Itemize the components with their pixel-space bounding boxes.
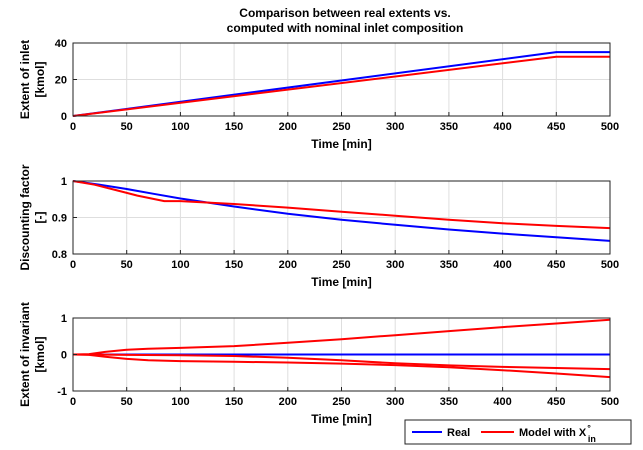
y-tick-label: 20 (55, 75, 67, 87)
y-axis-label-line-2: [kmol] (33, 336, 47, 372)
legend: Real Model with X° in (404, 419, 632, 445)
x-tick-label: 250 (332, 259, 350, 271)
series-line (72, 353, 611, 379)
x-tick-label: 400 (493, 396, 511, 408)
y-tick-label: 0 (61, 350, 67, 362)
y-tick-label: -1 (57, 386, 67, 398)
x-tick-label: 450 (547, 396, 565, 408)
x-tick-label: 300 (386, 396, 404, 408)
y-tick-label: 0.8 (52, 249, 67, 261)
x-tick-label: 350 (440, 121, 458, 133)
legend-real-label: Real (447, 427, 470, 439)
x-tick-label: 500 (601, 396, 619, 408)
x-tick-label: 200 (279, 396, 297, 408)
x-tick-label: 350 (440, 259, 458, 271)
y-tick-label: 1 (61, 313, 67, 325)
x-tick-label: 500 (601, 121, 619, 133)
x-axis-label: Time [min] (311, 275, 371, 289)
x-tick-label: 0 (70, 396, 76, 408)
x-tick-label: 450 (547, 121, 565, 133)
series-line (72, 318, 611, 356)
x-tick-label: 100 (171, 121, 189, 133)
x-tick-label: 400 (493, 259, 511, 271)
legend-model-label: Model with X° in (519, 423, 596, 444)
legend-model-label-sup: ° (587, 423, 591, 433)
y-tick-label: 0.9 (52, 213, 67, 225)
x-tick-label: 450 (547, 259, 565, 271)
x-tick-label: 0 (70, 259, 76, 271)
series-line (72, 180, 611, 230)
y-tick-label: 0 (61, 111, 67, 123)
y-axis-label: Extent of invariant[kmol] (18, 302, 47, 407)
panel-discounting-factor: 0 50 100 150 200 250 300 350 400 450 500 0.8 0.9 1 Tim… (18, 164, 619, 289)
y-axis-label-line-2: [kmol] (33, 61, 47, 97)
y-axis-label: Discounting factor[-] (18, 164, 47, 270)
legend-model-label-main: Model with X (519, 427, 587, 439)
x-tick-label: 150 (225, 259, 243, 271)
figure-title-line-2: computed with nominal inlet composition (227, 21, 464, 35)
legend-box (404, 419, 632, 445)
y-axis-label-line-1: Discounting factor (18, 164, 32, 270)
series-line (72, 55, 610, 117)
series-line (72, 180, 611, 242)
x-tick-label: 300 (386, 259, 404, 271)
y-axis-label: Extent of inlet[kmol] (18, 40, 47, 119)
y-axis-label-line-2: [-] (33, 212, 47, 224)
x-tick-label: 250 (332, 121, 350, 133)
x-tick-label: 300 (386, 121, 404, 133)
panel-extent-of-inlet: 0 50 100 150 200 250 300 350 400 450 500 0 20 40 Time … (18, 38, 619, 151)
x-tick-label: 50 (121, 396, 133, 408)
x-tick-label: 500 (601, 259, 619, 271)
x-tick-label: 400 (493, 121, 511, 133)
x-tick-label: 150 (225, 121, 243, 133)
x-axis-label: Time [min] (311, 412, 371, 426)
x-tick-label: 200 (279, 259, 297, 271)
x-tick-label: 250 (332, 396, 350, 408)
x-tick-label: 100 (171, 259, 189, 271)
x-tick-label: 50 (121, 121, 133, 133)
y-axis-label-line-1: Extent of invariant (18, 302, 32, 407)
legend-model-label-sub: in (588, 434, 596, 444)
x-tick-label: 150 (225, 396, 243, 408)
y-tick-label: 1 (61, 176, 67, 188)
x-tick-label: 0 (70, 121, 76, 133)
figure-title-line-1: Comparison between real extents vs. (239, 6, 450, 20)
y-axis-label-line-1: Extent of inlet (18, 40, 32, 119)
y-tick-label: 40 (55, 38, 67, 50)
x-tick-label: 200 (279, 121, 297, 133)
x-tick-label: 100 (171, 396, 189, 408)
series-line (72, 51, 610, 117)
x-axis-label: Time [min] (311, 137, 371, 151)
x-tick-label: 350 (440, 396, 458, 408)
x-tick-label: 50 (121, 259, 133, 271)
series-line (73, 353, 611, 371)
